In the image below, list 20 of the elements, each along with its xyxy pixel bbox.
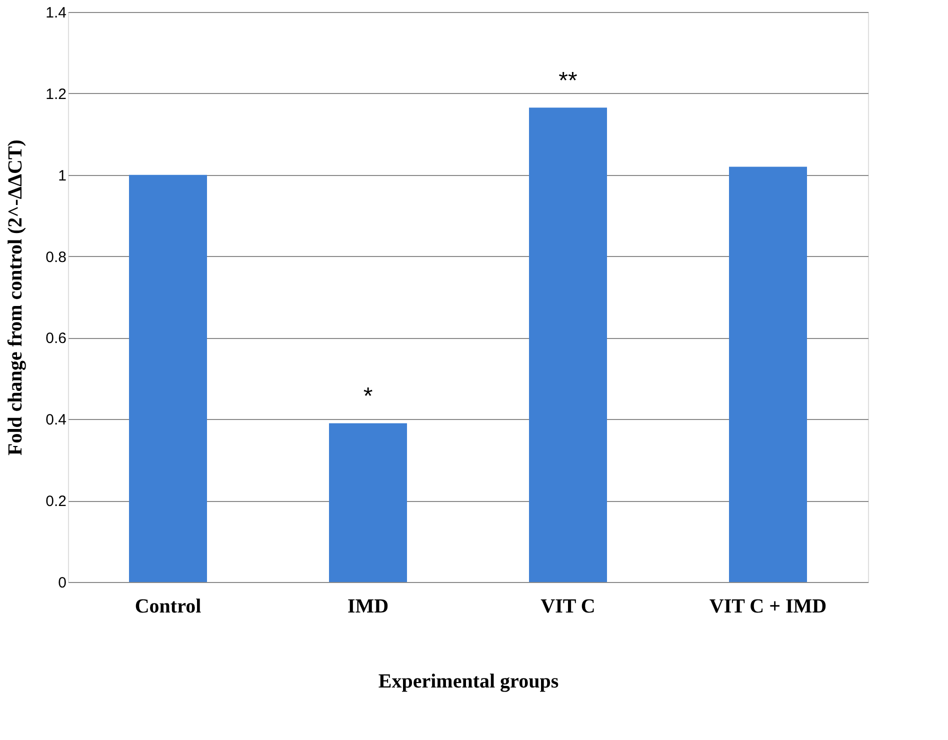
x-tick-label: IMD — [347, 596, 389, 618]
y-axis-title: Fold change from control (2^-ΔΔCT) — [4, 140, 27, 456]
bar — [329, 423, 407, 582]
y-tick-label: 0.2 — [46, 493, 66, 510]
annotation: * — [363, 383, 373, 410]
y-tick-label: 1 — [58, 167, 66, 184]
y-tick-label: 0.8 — [46, 248, 66, 266]
bar — [729, 166, 807, 582]
x-tick-label: Control — [134, 596, 202, 618]
y-tick-label: 0.4 — [46, 412, 66, 429]
y-tick-label: 1.2 — [46, 86, 66, 103]
x-tick-label: VIT C + IMD — [709, 596, 827, 618]
bar — [129, 174, 207, 582]
x-axis-title: Experimental groups — [378, 670, 559, 692]
bar — [529, 108, 607, 582]
y-tick-label: 0 — [58, 574, 66, 592]
annotation: ** — [558, 68, 578, 95]
y-tick-label: 1.4 — [46, 4, 66, 22]
y-tick-label: 0.6 — [46, 330, 66, 348]
x-tick-label: VIT C — [540, 596, 596, 618]
